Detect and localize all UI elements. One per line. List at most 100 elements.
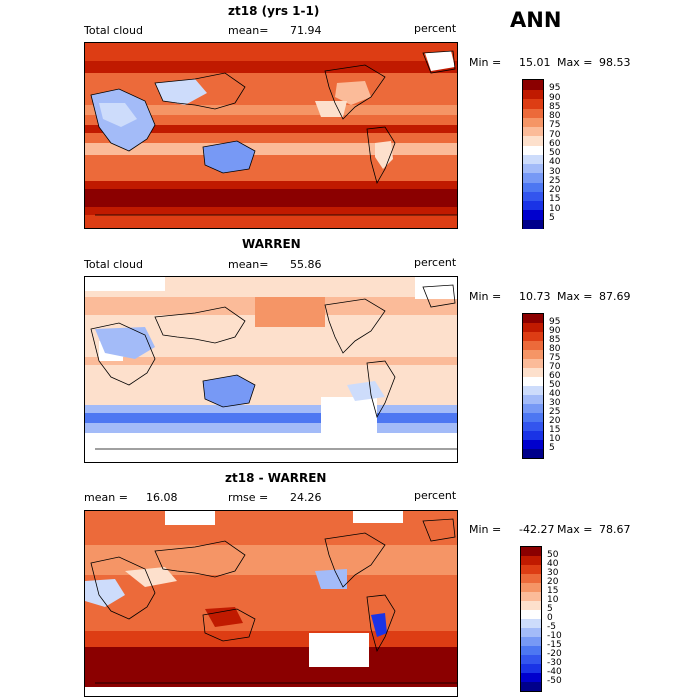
north-storm-track (85, 61, 457, 73)
colorbar-tick-label: -30 (547, 658, 562, 668)
greenland-field (425, 51, 455, 71)
panel-1-colorbar: 5 10 15 20 25 30 40 50 60 70 75 80 85 90 95 (522, 79, 560, 229)
colorbar-swatch (523, 218, 543, 229)
colorbar-tick-label: 40 (547, 559, 559, 569)
colorbar-tick-label: -5 (547, 622, 556, 632)
colorbar-tick-label: 25 (549, 407, 561, 417)
colorbar-swatch (523, 117, 543, 127)
south-pacific-missing (309, 633, 369, 667)
east-pacific-field (315, 569, 347, 589)
africa-field (95, 327, 155, 359)
colorbar-tick-label: 60 (549, 138, 561, 149)
colorbar-tick-label: 50 (547, 550, 559, 560)
arctic-missing-1 (85, 277, 165, 291)
colorbar-swatch (523, 413, 543, 422)
colorbar-swatch (523, 163, 543, 174)
colorbar-swatch (523, 107, 543, 118)
south-subtropics (85, 143, 457, 155)
panel-2-map (84, 276, 458, 463)
colorbar-tick-label: -50 (547, 676, 562, 686)
colorbar-swatch (521, 583, 541, 592)
colorbar-swatch (523, 200, 543, 211)
colorbar-tick-label: 10 (547, 595, 559, 605)
colorbar-tick-label: 60 (549, 371, 561, 381)
north-america-field (335, 81, 371, 105)
colorbar-swatch (523, 431, 543, 440)
colorbar-swatch (521, 574, 541, 583)
colorbar-tick-label: 75 (549, 120, 561, 131)
indonesia-field (205, 607, 243, 627)
panel-2-colorbar: 5 10 15 20 25 30 40 50 60 70 75 80 85 90 95 (522, 313, 560, 459)
panel-3-mean-label: mean = (84, 491, 128, 504)
colorbar-tick-label: 70 (549, 362, 561, 372)
colorbar-swatch (523, 126, 543, 137)
antarctic-band (85, 215, 457, 228)
colorbar-tick-label: 30 (547, 568, 559, 578)
panel-2-mean-label: mean= (228, 258, 269, 271)
colorbar-swatch (523, 323, 543, 332)
panel-1-mean-value: 71.94 (290, 24, 322, 37)
southern-ocean-core (85, 189, 457, 207)
australia-field (203, 141, 255, 173)
panel-3-colorbar: -50 -40 -30 -20 -15 -10 -5 0 5 10 15 20 30 40 50 (520, 546, 562, 692)
arctic-missing-2 (415, 277, 457, 299)
panel-3-map-svg (85, 511, 457, 696)
panel-1-min-value: 15.01 (519, 56, 551, 69)
colorbar-swatch (521, 637, 541, 646)
panel-2-units: percent (414, 256, 457, 269)
sahara-field (125, 567, 177, 587)
south-america-field (371, 613, 387, 637)
panel-1-mean-label: mean= (228, 24, 269, 37)
colorbar-tick-label: 30 (549, 398, 561, 408)
colorbar-tick-label: 5 (549, 212, 555, 223)
panel-2-max-label: Max = (557, 290, 593, 303)
panel-3-max-label: Max = (557, 523, 593, 536)
colorbar-tick-label: 30 (549, 166, 561, 177)
colorbar-swatch (523, 368, 543, 377)
coastlines (90, 518, 457, 684)
panel-1-max-label: Max = (557, 56, 593, 69)
panel-1-map-svg (85, 43, 457, 228)
colorbar-swatch (523, 154, 543, 164)
panel-1-max-value: 98.53 (599, 56, 631, 69)
colorbar-tick-label: 80 (549, 344, 561, 354)
south-pacific-missing (321, 397, 377, 441)
colorbar-swatch (523, 404, 543, 413)
panel-2-max-value: 87.69 (599, 290, 631, 303)
north-pacific-field (255, 297, 325, 327)
colorbar-swatch (521, 619, 541, 628)
colorbar-tick-label: 5 (549, 443, 555, 453)
colorbar-swatch (523, 314, 543, 323)
panel-3-min-label: Min = (469, 523, 502, 536)
colorbar-tick-label: 20 (547, 577, 559, 587)
colorbar-tick-label: 85 (549, 335, 561, 345)
itcz-band (85, 357, 457, 365)
colorbar-swatch (523, 80, 543, 90)
panel-1-map (84, 42, 458, 229)
colorbar-tick-label: 40 (549, 389, 561, 399)
colorbar-tick-label: 5 (547, 604, 553, 614)
season-label: ANN (510, 8, 562, 32)
panel-2-variable-label: Total cloud (84, 258, 143, 271)
colorbar-tick-label: 85 (549, 101, 561, 112)
colorbar-tick-label: 95 (549, 317, 561, 327)
panel-2-min-label: Min = (469, 290, 502, 303)
colorbar-tick-label: 20 (549, 416, 561, 426)
east-pacific-field (315, 101, 347, 117)
panel-3-units: percent (414, 489, 457, 502)
panel-3-min-value: -42.27 (519, 523, 555, 536)
colorbar-swatch (521, 547, 541, 556)
colorbar-tick-label: 20 (549, 185, 561, 195)
panel-2-map-svg (85, 277, 457, 462)
colorbar-swatch (523, 359, 543, 368)
panel-1-min-label: Min = (469, 56, 502, 69)
panel-3-max-value: 78.67 (599, 523, 631, 536)
panel-2-title: WARREN (242, 237, 301, 251)
colorbar-tick-label: -20 (547, 649, 562, 659)
colorbar-swatch (523, 449, 543, 458)
colorbar-swatch (521, 673, 541, 682)
north-subtropics (85, 105, 457, 115)
colorbar-swatch (523, 98, 543, 109)
colorbar-swatch (523, 422, 543, 431)
panel-1-title: zt18 (yrs 1-1) (228, 4, 320, 18)
